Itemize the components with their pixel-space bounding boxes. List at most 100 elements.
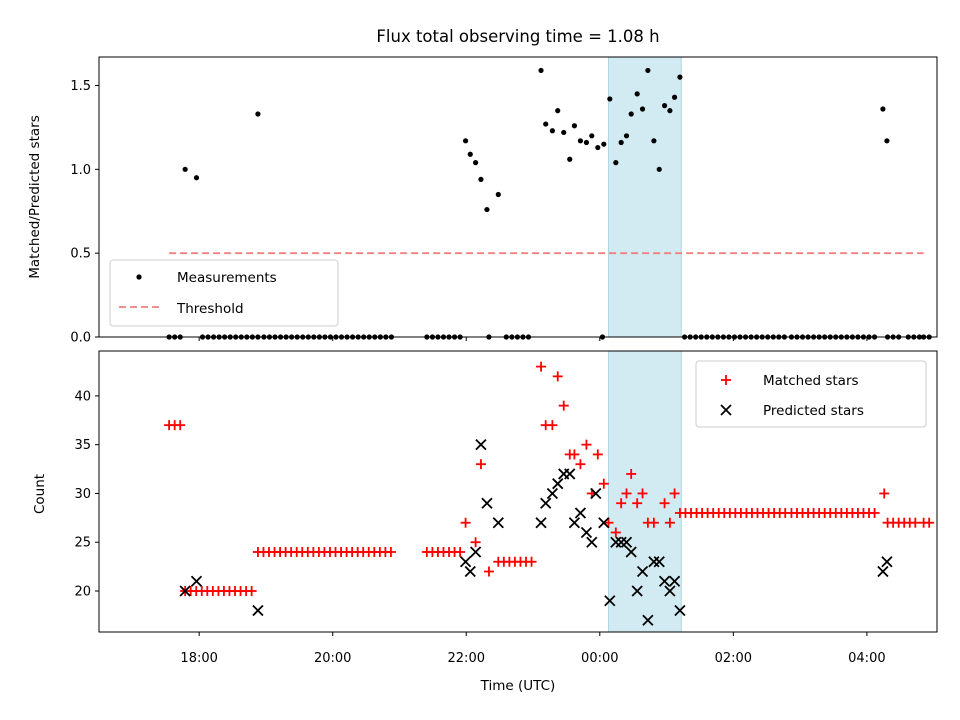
matched-star-point [470, 537, 481, 548]
measurement-point [628, 111, 634, 117]
measurement-point [613, 160, 619, 166]
predicted-star-point [564, 468, 576, 480]
predicted-star-point [877, 565, 889, 578]
matched-star-point [610, 527, 621, 538]
legend-measurements-label: Measurements [177, 270, 277, 286]
predicted-star-point [552, 478, 564, 490]
matched-star-point [175, 420, 186, 431]
measurement-point [543, 121, 549, 127]
bottom-legend: Matched stars Predicted stars [695, 360, 927, 428]
x-axis-label: Time (UTC) [480, 678, 556, 694]
matched-star-point [924, 517, 935, 528]
matched-star-point [621, 488, 632, 499]
top-y-tick-label: 1.0 [70, 163, 91, 178]
matched-star-point [910, 517, 921, 528]
measurement-point [462, 138, 469, 144]
measurement-point [607, 96, 613, 102]
top-legend: Measurements Threshold [109, 259, 339, 327]
predicted-star-point [568, 517, 581, 529]
measurement-point [577, 138, 584, 144]
measurement-point [555, 108, 561, 114]
matched-star-point [869, 507, 880, 518]
measurement-point [467, 151, 473, 157]
matched-star-point [637, 488, 648, 499]
matched-star-point [455, 546, 466, 557]
measurement-point [484, 206, 490, 213]
top-y-axis-label: Matched/Predicted stars [27, 115, 43, 278]
measurement-point [193, 175, 200, 181]
x-tick-label: 18:00 [180, 651, 217, 666]
matched-star-point [569, 449, 580, 460]
measurement-point [182, 166, 188, 172]
matched-star-point [547, 420, 558, 431]
predicted-star-point [610, 536, 622, 548]
matched-star-point [659, 498, 670, 509]
predicted-star-point [469, 546, 482, 558]
measurement-point [589, 133, 595, 139]
predicted-star-point [546, 487, 559, 500]
legend-matched-label: Matched stars [763, 373, 859, 389]
matched-star-point [575, 459, 586, 470]
measurement-point [634, 91, 640, 97]
measurement-point [549, 128, 555, 134]
measurement-point [561, 129, 567, 136]
matched-star-point [664, 517, 675, 528]
predicted-star-point [648, 556, 660, 568]
x-tick-label: 04:00 [848, 651, 885, 666]
measurement-point [651, 138, 657, 144]
measurement-point [671, 94, 678, 100]
predicted-star-point [580, 526, 593, 539]
predicted-star-point [586, 536, 598, 548]
measurement-point [884, 138, 890, 144]
x-tick-label: 00:00 [581, 651, 618, 666]
bottom-y-tick-label: 30 [74, 487, 91, 502]
predicted-star-point [598, 517, 610, 529]
measurement-point [472, 160, 479, 166]
top-legend-box [109, 259, 339, 327]
legend-predicted-label: Predicted stars [763, 403, 864, 419]
x-tick-label: 20:00 [314, 651, 351, 666]
measurement-point [255, 111, 261, 117]
predicted-star-point [636, 565, 649, 578]
predicted-star-point [481, 497, 493, 509]
matched-star-point [385, 546, 396, 557]
predicted-star-point [620, 536, 633, 548]
matched-star-point [592, 449, 603, 460]
chart-title: Flux total observing time = 1.08 h [376, 27, 659, 46]
top-y-tick-label: 0.5 [70, 247, 91, 262]
bottom-panel: 20 25 30 35 40 18:00 20:00 22:00 00:00 02:00 04:00… [74, 350, 938, 666]
top-panel: 0.0 0.5 1.0 1.5 Measurements Threshold [70, 56, 938, 346]
predicted-star-point [658, 575, 671, 587]
predicted-star-point [674, 604, 686, 617]
matched-star-point [483, 566, 494, 577]
matched-star-point [648, 517, 659, 528]
observing-window-shade [607, 56, 682, 338]
legend-measurements-marker [136, 274, 142, 280]
predicted-star-point [653, 556, 665, 568]
predicted-star-point [179, 585, 191, 597]
measurement-point [639, 106, 646, 112]
predicted-star-point [540, 497, 552, 509]
top-y-tick-label: 0.0 [70, 331, 91, 346]
measurement-point [495, 191, 501, 198]
measurement-point [645, 67, 651, 74]
bottom-legend-box [695, 360, 927, 428]
matched-star-point [626, 468, 637, 479]
predicted-star-point [664, 585, 676, 597]
measurement-point [595, 144, 601, 151]
measurement-point [601, 141, 607, 147]
measurement-point [661, 103, 668, 109]
bottom-y-tick-label: 35 [74, 438, 91, 453]
matched-star-point [552, 371, 563, 382]
bottom-plot-frame [98, 350, 938, 633]
legend-predicted-marker [720, 404, 732, 416]
predicted-star-point [631, 585, 643, 597]
measurement-point [478, 176, 484, 182]
measurement-point [623, 133, 630, 139]
matched-star-point [536, 361, 547, 372]
matched-star-point [598, 478, 609, 489]
measurement-point [567, 156, 573, 162]
matched-star-point [616, 498, 627, 509]
predicted-star-point [459, 556, 472, 568]
